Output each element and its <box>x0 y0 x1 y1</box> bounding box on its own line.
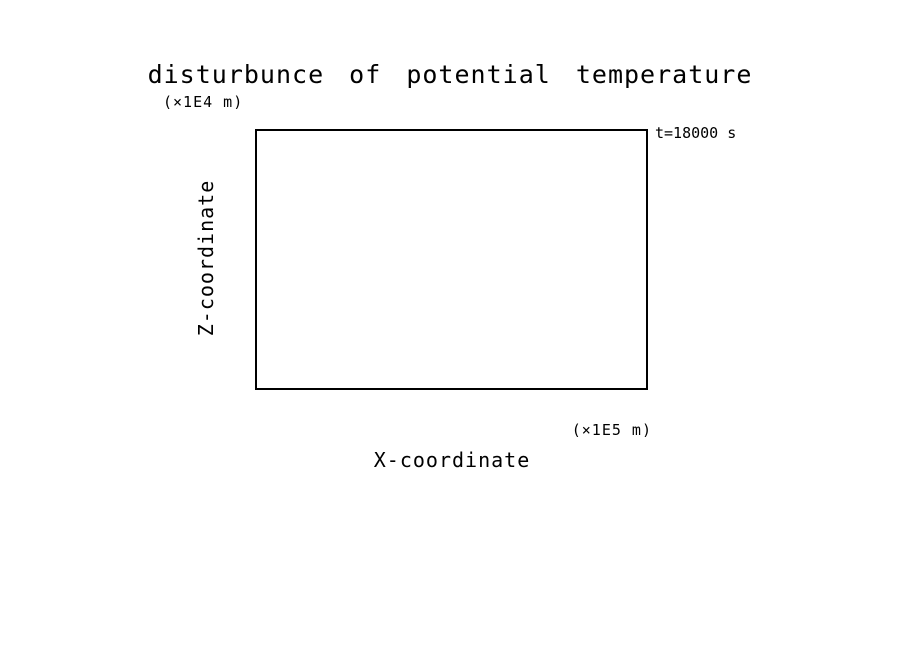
plot-frame <box>255 129 648 390</box>
z-axis-unit-label: (×1E4 m) <box>163 93 244 111</box>
x-axis-label: X-coordinate <box>373 448 531 472</box>
z-axis-label: Z-coordinate <box>194 179 218 337</box>
time-annotation: t=18000 s <box>655 124 737 142</box>
heatmap-canvas <box>257 131 646 388</box>
chart-title: disturbunce of potential temperature <box>147 60 753 89</box>
colorbar <box>658 158 704 398</box>
x-axis-unit-label: (×1E5 m) <box>571 421 652 439</box>
